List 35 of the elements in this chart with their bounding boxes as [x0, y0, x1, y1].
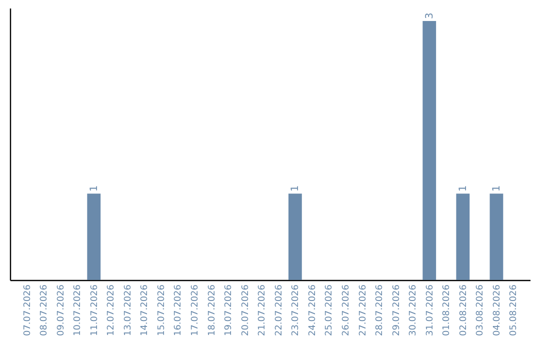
x-tick-label: 22.07.2026: [274, 284, 284, 336]
x-tick-label: 31.07.2026: [425, 284, 436, 336]
x-tick-label: 16.07.2026: [174, 284, 184, 336]
x-tick-label: 14.07.2026: [140, 284, 150, 336]
x-tick-label: 30.07.2026: [408, 284, 419, 336]
data-label: 1: [290, 185, 302, 192]
x-tick-label: 15.07.2026: [156, 284, 167, 336]
data-label: 1: [491, 185, 502, 192]
x-tick-label: 28.07.2026: [375, 284, 386, 336]
x-tick-label: 24.07.2026: [308, 284, 318, 336]
x-tick-label: 19.07.2026: [224, 284, 234, 336]
x-tick-label: 03.08.2026: [476, 284, 486, 336]
x-tick-label: 21.07.2026: [258, 284, 268, 336]
x-tick-label: 04.08.2026: [492, 284, 502, 336]
data-label: 1: [458, 185, 469, 192]
x-tick-label: 01.08.2026: [442, 284, 452, 336]
x-tick-label: 20.07.2026: [240, 284, 251, 336]
x-tick-label: 05.08.2026: [509, 284, 520, 336]
x-tick-label: 18.07.2026: [207, 284, 218, 336]
x-tick-label: 10.07.2026: [73, 284, 84, 336]
data-label: 1: [88, 185, 100, 192]
x-tick-label: 26.07.2026: [341, 284, 352, 336]
x-tick-label: 07.07.2026: [22, 284, 33, 336]
x-tick-label: 23.07.2026: [291, 284, 302, 336]
x-tick-label: 13.07.2026: [123, 284, 134, 336]
x-tick-label: 29.07.2026: [392, 284, 402, 336]
data-label: 3: [424, 12, 436, 19]
x-tick-label: 11.07.2026: [90, 284, 100, 336]
x-tick-label: 27.07.2026: [358, 284, 368, 336]
x-tick-label: 02.08.2026: [458, 284, 469, 336]
x-tick-label: 08.07.2026: [40, 284, 50, 336]
x-tick-label: 17.07.2026: [190, 284, 201, 336]
x-tick-label: 12.07.2026: [106, 284, 117, 336]
x-tick-label: 25.07.2026: [324, 284, 335, 336]
x-tick-label: 09.07.2026: [56, 284, 66, 336]
